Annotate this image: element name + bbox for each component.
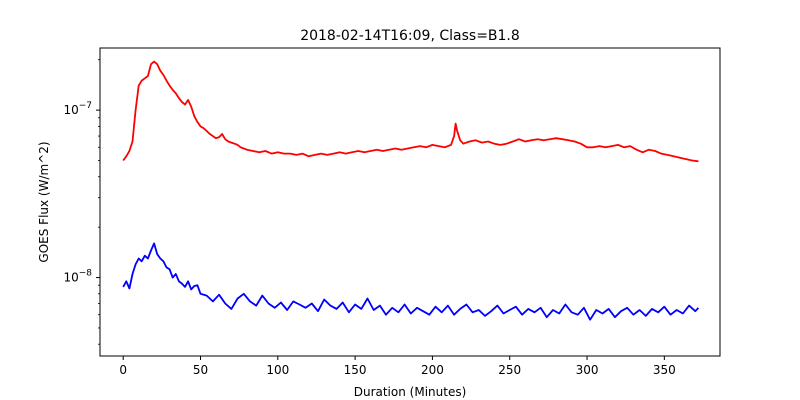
chart-title: 2018-02-14T16:09, Class=B1.8: [300, 28, 520, 44]
x-tick-label: 350: [653, 363, 676, 377]
series-line-1: [122, 60, 699, 163]
x-axis-label: Duration (Minutes): [354, 385, 467, 399]
x-tick-label: 200: [421, 363, 444, 377]
x-tick-label: 0: [119, 363, 127, 377]
y-tick-label: 10−8: [63, 269, 92, 285]
y-axis: 10−8 10−7: [63, 59, 100, 345]
x-tick-label: 250: [498, 363, 521, 377]
x-tick-label: 100: [266, 363, 289, 377]
plot-frame: [99, 47, 721, 357]
series-group: [122, 60, 700, 321]
y-tick-label: 10−7: [63, 101, 92, 117]
y-axis-label: GOES Flux (W/m^2): [37, 141, 51, 262]
x-axis: 0 50 100 150 200 250 300 350: [119, 356, 676, 377]
x-tick-label: 300: [576, 363, 599, 377]
x-tick-label: 50: [193, 363, 208, 377]
x-tick-label: 150: [344, 363, 367, 377]
series-line-2: [122, 242, 700, 321]
